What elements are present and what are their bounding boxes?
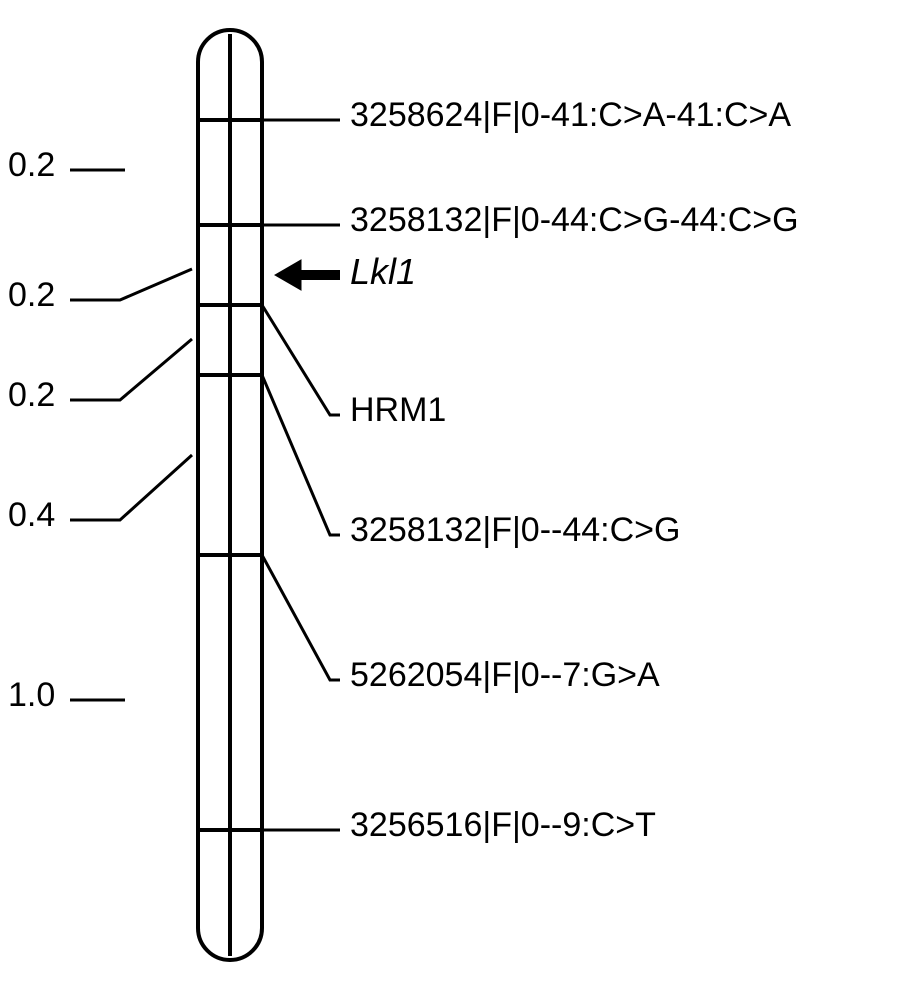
distance-label: 0.2 bbox=[8, 376, 55, 415]
distance-label: 0.2 bbox=[8, 146, 55, 185]
marker-connector bbox=[262, 375, 340, 535]
marker-label: HRM1 bbox=[350, 391, 446, 430]
marker-label: 5262054|F|0--7:G>A bbox=[350, 656, 660, 695]
marker-connector bbox=[262, 305, 340, 415]
distance-connector bbox=[70, 269, 192, 300]
gene-arrow-head bbox=[275, 260, 301, 290]
distance-connector bbox=[70, 455, 192, 520]
distance-label: 0.2 bbox=[8, 276, 55, 315]
marker-connector bbox=[262, 555, 340, 680]
distance-label: 1.0 bbox=[8, 676, 55, 715]
distance-label: 0.4 bbox=[8, 496, 55, 535]
marker-label: 3256516|F|0--9:C>T bbox=[350, 806, 656, 845]
marker-label: 3258132|F|0--44:C>G bbox=[350, 511, 680, 550]
distance-connector bbox=[70, 339, 192, 400]
marker-label: 3258624|F|0-41:C>A-41:C>A bbox=[350, 96, 791, 135]
marker-label: 3258132|F|0-44:C>G-44:C>G bbox=[350, 201, 799, 240]
gene-label: Lkl1 bbox=[350, 251, 416, 293]
